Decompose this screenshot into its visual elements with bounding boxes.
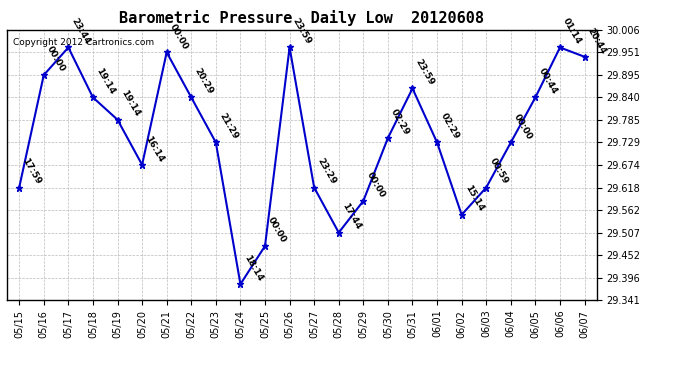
Text: 00:00: 00:00 <box>45 45 67 74</box>
Title: Barometric Pressure  Daily Low  20120608: Barometric Pressure Daily Low 20120608 <box>119 10 484 26</box>
Text: 00:00: 00:00 <box>266 216 288 244</box>
Text: 02:29: 02:29 <box>438 112 460 141</box>
Text: 23:59: 23:59 <box>414 58 436 87</box>
Text: 00:00: 00:00 <box>365 171 386 200</box>
Text: 15:14: 15:14 <box>463 184 485 213</box>
Text: 17:59: 17:59 <box>21 157 43 186</box>
Text: 01:14: 01:14 <box>562 17 584 46</box>
Text: 19:14: 19:14 <box>119 89 141 118</box>
Text: 21:29: 21:29 <box>217 112 239 141</box>
Text: 19:14: 19:14 <box>95 66 117 96</box>
Text: 00:00: 00:00 <box>512 112 534 141</box>
Text: 02:29: 02:29 <box>389 107 411 136</box>
Text: 23:59: 23:59 <box>291 16 313 46</box>
Text: 20:44: 20:44 <box>586 26 608 56</box>
Text: Copyright 2012 Cartronics.com: Copyright 2012 Cartronics.com <box>13 38 154 47</box>
Text: 16:14: 16:14 <box>144 134 166 164</box>
Text: 17:44: 17:44 <box>340 202 362 231</box>
Text: 23:44: 23:44 <box>70 16 92 46</box>
Text: 23:29: 23:29 <box>315 157 337 186</box>
Text: 00:59: 00:59 <box>488 157 510 186</box>
Text: 00:44: 00:44 <box>537 67 559 96</box>
Text: 18:14: 18:14 <box>241 254 264 283</box>
Text: 20:29: 20:29 <box>193 67 215 96</box>
Text: 00:00: 00:00 <box>168 22 190 51</box>
